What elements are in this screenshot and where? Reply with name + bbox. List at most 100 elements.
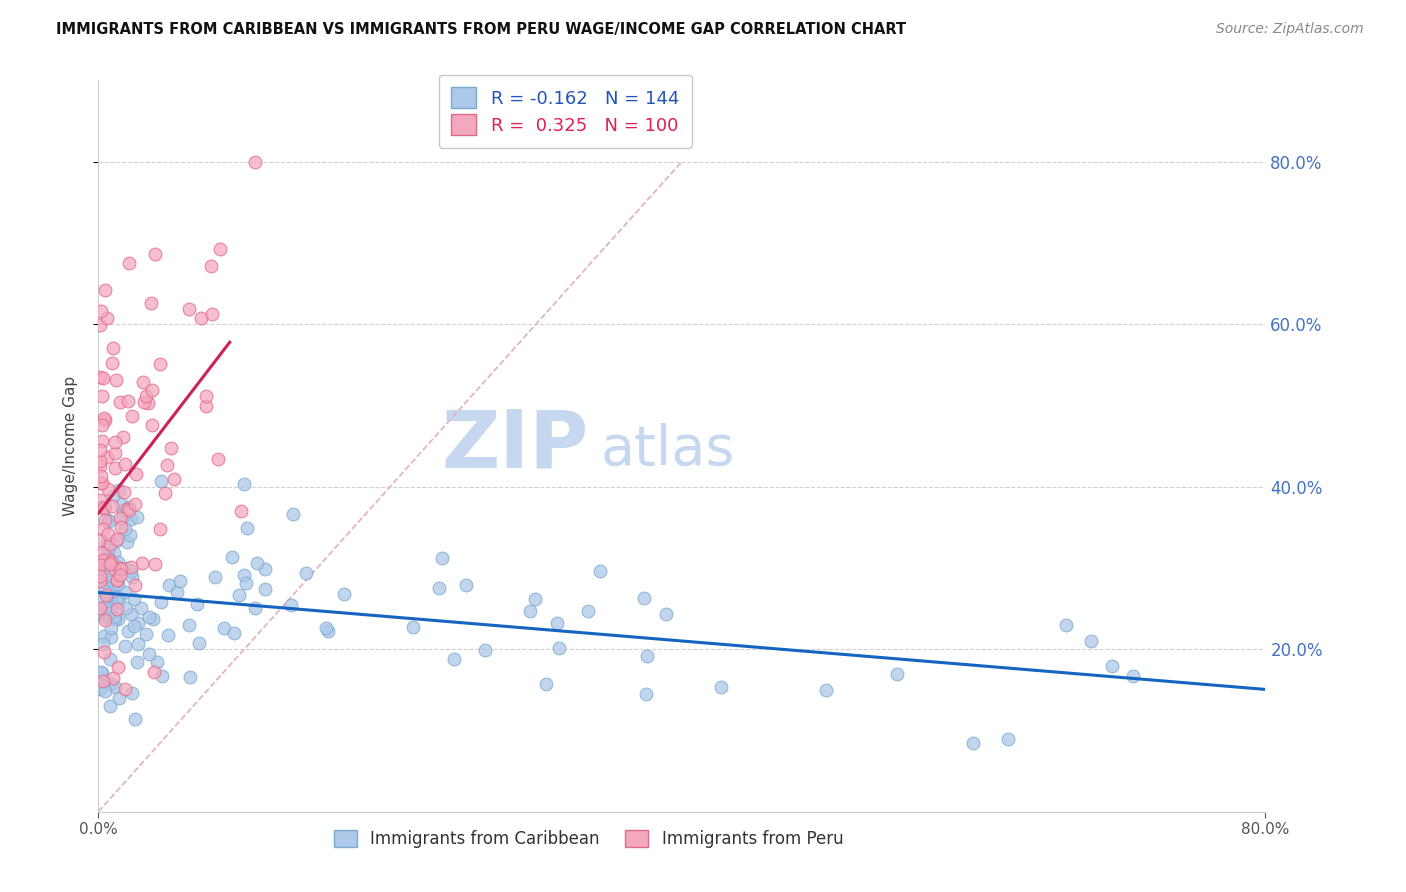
Point: [107, 691, 129, 706]
Point: [333, 587, 356, 601]
Point: [127, 637, 149, 651]
Point: [139, 296, 162, 310]
Point: [104, 460, 127, 475]
Point: [90, 303, 112, 318]
Point: [107, 612, 129, 626]
Point: [103, 561, 125, 575]
Point: [111, 503, 134, 517]
Point: [110, 520, 132, 534]
Point: [1054, 618, 1077, 632]
Point: [114, 585, 136, 599]
Point: [98, 599, 121, 614]
Point: [519, 604, 541, 618]
Point: [93, 645, 115, 659]
Point: [131, 557, 153, 571]
Point: [710, 680, 733, 694]
Point: [243, 154, 266, 169]
Point: [89, 318, 111, 332]
Point: [245, 556, 267, 570]
Point: [93, 560, 115, 574]
Point: [93, 500, 115, 515]
Point: [94, 550, 117, 565]
Point: [124, 712, 146, 726]
Point: [222, 626, 245, 640]
Point: [141, 383, 163, 397]
Point: [886, 667, 908, 681]
Point: [114, 457, 136, 471]
Point: [122, 591, 145, 606]
Point: [132, 395, 155, 409]
Point: [135, 626, 157, 640]
Point: [200, 259, 222, 273]
Point: [89, 492, 111, 507]
Point: [114, 640, 136, 654]
Point: [98, 606, 121, 620]
Point: [111, 511, 134, 525]
Point: [179, 670, 201, 684]
Point: [94, 599, 117, 614]
Point: [100, 555, 122, 569]
Point: [430, 550, 453, 565]
Point: [94, 589, 117, 603]
Point: [101, 570, 124, 584]
Point: [101, 356, 124, 370]
Point: [89, 606, 111, 620]
Point: [105, 532, 128, 546]
Point: [93, 575, 115, 590]
Point: [115, 560, 138, 574]
Text: Source: ZipAtlas.com: Source: ZipAtlas.com: [1216, 22, 1364, 37]
Point: [295, 566, 318, 580]
Point: [94, 613, 117, 627]
Point: [98, 537, 121, 551]
Point: [89, 595, 111, 609]
Point: [315, 621, 337, 635]
Point: [104, 562, 127, 576]
Point: [221, 550, 243, 565]
Point: [94, 583, 117, 598]
Point: [103, 546, 125, 560]
Point: [107, 659, 129, 673]
Point: [89, 670, 111, 684]
Point: [97, 483, 120, 497]
Point: [129, 600, 152, 615]
Point: [150, 595, 173, 609]
Point: [89, 601, 111, 615]
Point: [90, 665, 112, 680]
Point: [153, 486, 176, 500]
Point: [156, 458, 179, 472]
Point: [104, 612, 127, 626]
Point: [127, 615, 149, 630]
Point: [89, 574, 111, 588]
Point: [195, 389, 218, 403]
Point: [114, 522, 136, 536]
Point: [94, 513, 117, 527]
Point: [110, 395, 132, 409]
Point: [187, 636, 209, 650]
Point: [105, 558, 128, 573]
Point: [90, 468, 112, 483]
Point: [117, 624, 139, 638]
Point: [105, 573, 128, 587]
Point: [91, 553, 114, 567]
Point: [91, 500, 114, 514]
Point: [117, 502, 139, 516]
Point: [120, 512, 142, 526]
Point: [121, 686, 143, 700]
Point: [101, 489, 124, 503]
Point: [104, 446, 127, 460]
Point: [162, 472, 184, 486]
Point: [118, 256, 141, 270]
Point: [110, 561, 132, 575]
Point: [245, 601, 267, 615]
Point: [91, 476, 114, 491]
Point: [89, 533, 111, 548]
Point: [93, 284, 115, 298]
Point: [94, 500, 117, 514]
Legend: Immigrants from Caribbean, Immigrants from Peru: Immigrants from Caribbean, Immigrants fr…: [328, 823, 851, 855]
Point: [124, 497, 146, 511]
Point: [103, 610, 125, 624]
Point: [548, 640, 571, 655]
Point: [149, 522, 172, 536]
Point: [91, 389, 114, 403]
Point: [117, 500, 139, 515]
